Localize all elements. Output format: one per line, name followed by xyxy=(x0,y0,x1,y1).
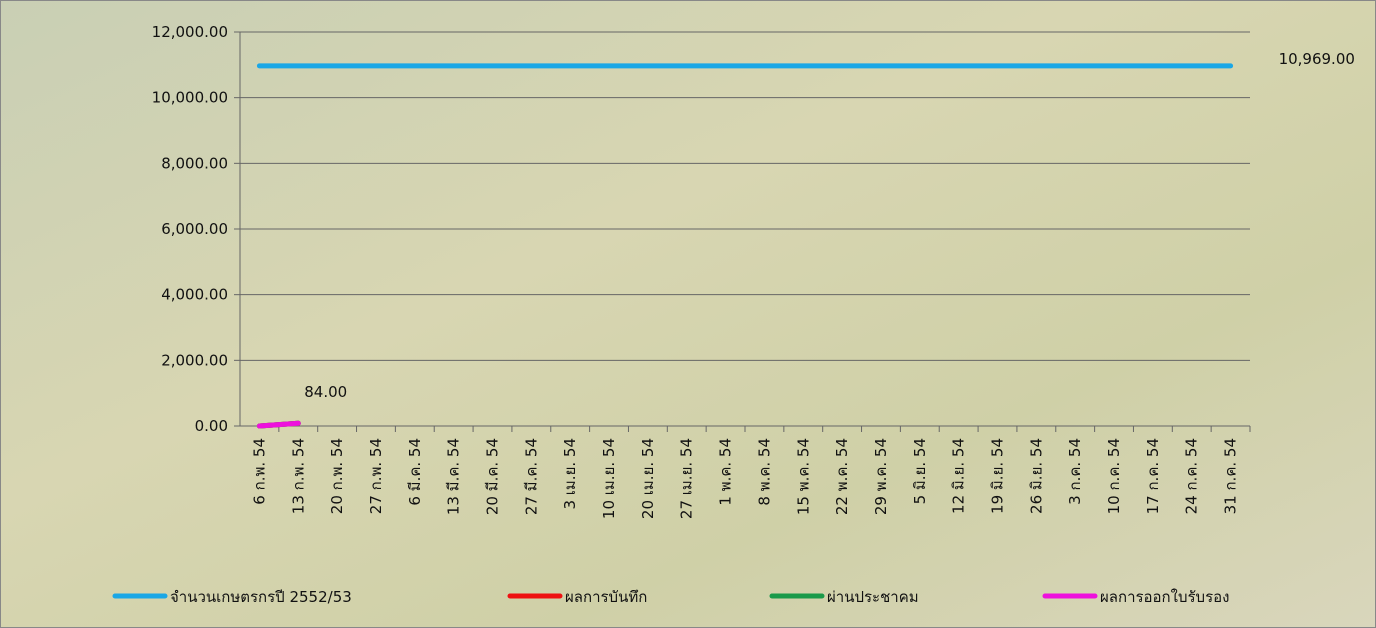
x-tick-label: 13 มี.ค. 54 xyxy=(445,438,463,515)
y-tick-label: 10,000.00 xyxy=(152,89,228,107)
x-tick-label: 12 มิ.ย. 54 xyxy=(950,438,968,514)
x-tick-label: 27 เม.ย. 54 xyxy=(678,438,696,519)
x-tick-label: 3 ก.ค. 54 xyxy=(1066,438,1084,505)
x-tick-label: 15 พ.ค. 54 xyxy=(794,438,812,515)
y-tick-label: 4,000.00 xyxy=(161,286,228,304)
x-tick-label: 29 พ.ค. 54 xyxy=(872,438,890,515)
legend-label: ผลการออกใบรับรอง xyxy=(1100,588,1229,606)
x-tick-label: 17 ก.ค. 54 xyxy=(1144,438,1162,514)
y-tick-label: 8,000.00 xyxy=(161,154,228,172)
y-tick-label: 2,000.00 xyxy=(161,351,228,369)
x-tick-label: 10 ก.ค. 54 xyxy=(1105,438,1123,514)
x-tick-label: 10 เม.ย. 54 xyxy=(600,438,618,519)
x-tick-label: 22 พ.ค. 54 xyxy=(833,438,851,515)
y-tick-label: 0.00 xyxy=(195,417,228,435)
data-label: 84.00 xyxy=(304,383,347,401)
x-tick-label: 20 ก.พ. 54 xyxy=(328,438,346,514)
x-tick-label: 3 เม.ย. 54 xyxy=(561,438,579,510)
x-tick-label: 5 มิ.ย. 54 xyxy=(911,438,929,504)
data-label: 10,969.00 xyxy=(1279,50,1355,68)
legend-label: ผลการบันทึก xyxy=(565,588,647,606)
x-tick-label: 20 เม.ย. 54 xyxy=(639,438,657,519)
x-tick-label: 24 ก.ค. 54 xyxy=(1183,438,1201,514)
x-tick-label: 1 พ.ค. 54 xyxy=(717,438,735,506)
x-tick-label: 27 ก.พ. 54 xyxy=(367,438,385,514)
x-tick-label: 8 พ.ค. 54 xyxy=(755,438,773,506)
x-tick-label: 26 มิ.ย. 54 xyxy=(1027,438,1045,514)
series-line xyxy=(256,420,301,429)
x-tick-label: 6 มี.ค. 54 xyxy=(406,438,424,506)
legend-label: ผ่านประชาคม xyxy=(827,588,919,606)
x-tick-label: 13 ก.พ. 54 xyxy=(289,438,307,514)
x-tick-label: 19 มิ.ย. 54 xyxy=(989,438,1007,514)
x-tick-label: 6 ก.พ. 54 xyxy=(250,438,268,505)
x-tick-label: 20 มี.ค. 54 xyxy=(484,438,502,515)
y-tick-label: 12,000.00 xyxy=(152,23,228,41)
y-tick-label: 6,000.00 xyxy=(161,220,228,238)
x-tick-label: 27 มี.ค. 54 xyxy=(522,438,540,515)
legend-label: จำนวนเกษตรกรปี 2552/53 xyxy=(170,588,352,606)
x-tick-label: 31 ก.ค. 54 xyxy=(1222,438,1240,514)
